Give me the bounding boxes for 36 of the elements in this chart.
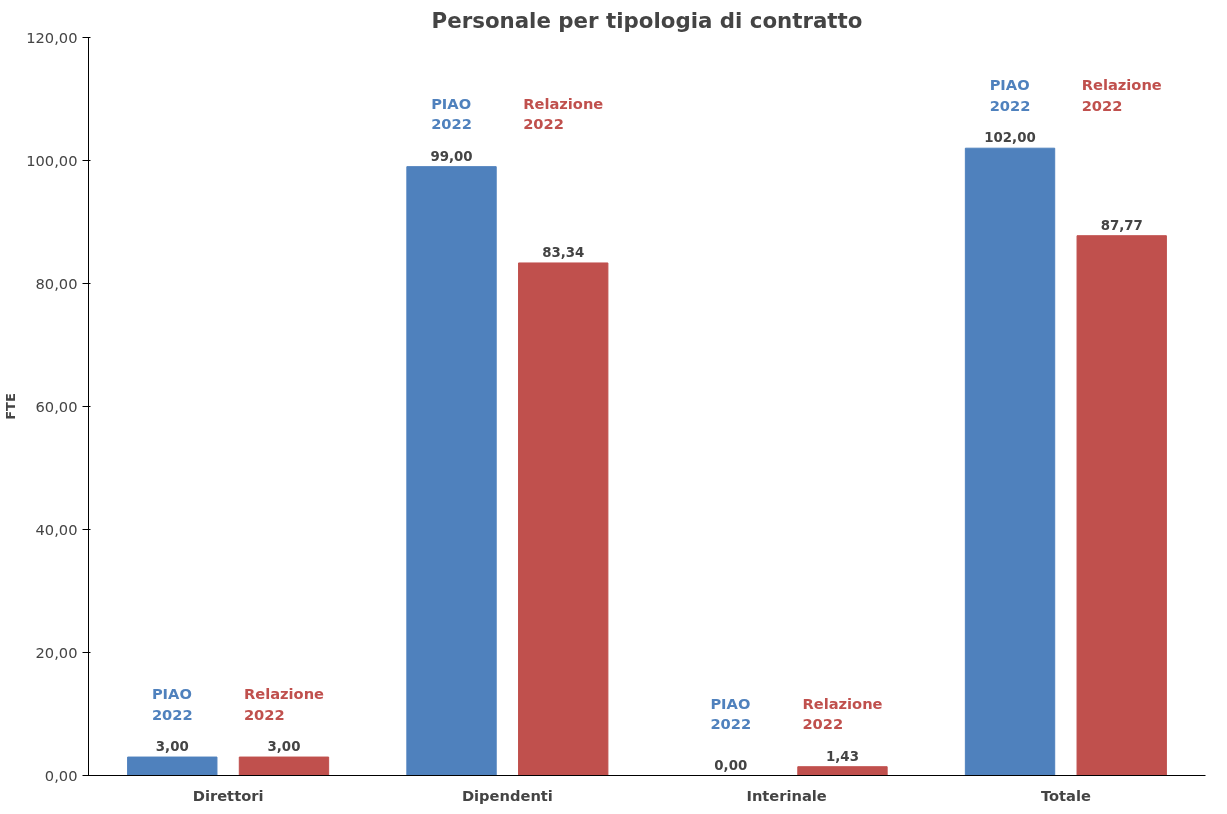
text: PIAO 2022 (151, 685, 193, 723)
data-label: 3,00 (267, 739, 301, 755)
y-tick-label: 120,00 (26, 28, 78, 46)
text: PIAO 2022 (431, 94, 472, 133)
chart-title: Personale per tipologia di contratto (431, 7, 863, 33)
y-tick-label: 40,00 (35, 520, 78, 538)
y-tick-label: 100,00 (26, 151, 78, 169)
bar (1076, 235, 1167, 776)
y-axis-title: FTE (3, 393, 19, 420)
y-tick-label: 60,00 (35, 397, 78, 415)
x-tick-label: Direttori (192, 786, 264, 804)
data-label: 102,00 (984, 130, 1036, 146)
text: PIAO 2022 (710, 694, 752, 733)
text: PIAO 2022 (989, 76, 1031, 114)
bar (964, 147, 1056, 776)
text: Relazione 2022 (1081, 76, 1162, 114)
text: Relazione 2022 (523, 94, 604, 133)
bar (518, 262, 609, 776)
text: Relazione 2022 (802, 694, 883, 733)
data-label: 1,43 (826, 748, 859, 764)
text: Relazione 2022 (243, 685, 325, 723)
data-label: 0,00 (714, 757, 748, 773)
y-tick-label: 20,00 (35, 643, 78, 661)
bar (127, 756, 218, 776)
x-tick-label: Totale (1040, 786, 1091, 804)
data-label: 87,77 (1100, 217, 1143, 233)
data-label: 3,00 (155, 739, 189, 755)
bar (238, 756, 330, 776)
x-tick-label: Interinale (746, 786, 827, 804)
y-tick-label: 0,00 (44, 766, 78, 784)
y-tick-label: 80,00 (35, 274, 78, 292)
bar (406, 166, 497, 776)
data-label: 99,00 (430, 148, 473, 164)
data-label: 83,34 (542, 245, 585, 261)
bar (797, 766, 888, 776)
x-tick-label: Dipendenti (461, 786, 553, 804)
